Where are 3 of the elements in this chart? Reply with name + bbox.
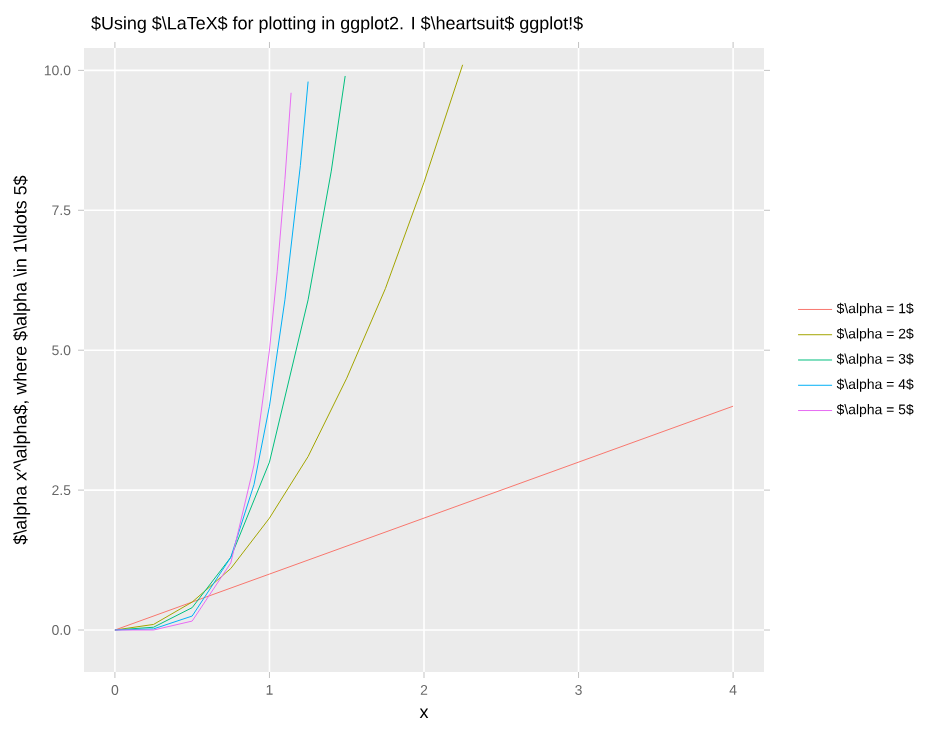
chart-title: $Using $\LaTeX$ for plotting in ggplot2. I $\heartsuit$ ggplot!$ [91,15,583,33]
y-axis-title: $\alpha x^\alpha$, where $\alpha \in 1\ldots 5$ [13,175,31,545]
x-axis-title: x [419,708,429,719]
